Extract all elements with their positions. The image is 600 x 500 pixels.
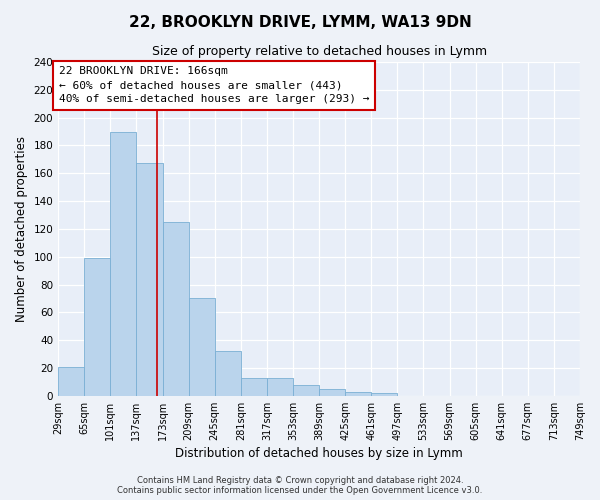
Bar (188, 298, 215, 396)
X-axis label: Distribution of detached houses by size in Lymm: Distribution of detached houses by size … (175, 447, 463, 460)
Bar (110, 132, 136, 396)
Bar (241, 378, 267, 396)
Bar (215, 352, 241, 396)
Text: Contains HM Land Registry data © Crown copyright and database right 2024.
Contai: Contains HM Land Registry data © Crown c… (118, 476, 482, 495)
Bar (58, 366, 84, 396)
Title: Size of property relative to detached houses in Lymm: Size of property relative to detached ho… (152, 45, 487, 58)
Bar (163, 222, 188, 396)
Bar (293, 384, 319, 396)
Bar (319, 389, 345, 396)
Bar (267, 378, 293, 396)
Bar (84, 258, 110, 396)
Text: 22, BROOKLYN DRIVE, LYMM, WA13 9DN: 22, BROOKLYN DRIVE, LYMM, WA13 9DN (128, 15, 472, 30)
Bar (345, 392, 371, 396)
Text: 22 BROOKLYN DRIVE: 166sqm
← 60% of detached houses are smaller (443)
40% of semi: 22 BROOKLYN DRIVE: 166sqm ← 60% of detac… (59, 66, 370, 104)
Bar (136, 164, 163, 396)
Y-axis label: Number of detached properties: Number of detached properties (15, 136, 28, 322)
Bar (371, 393, 397, 396)
